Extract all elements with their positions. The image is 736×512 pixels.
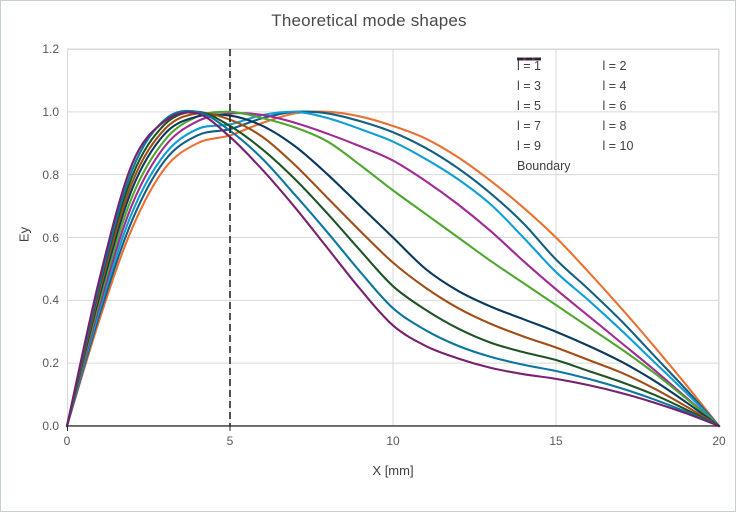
legend-label: l = 7	[517, 119, 541, 133]
legend-item: l = 2	[517, 57, 634, 75]
legend-item: l = 6	[517, 57, 634, 115]
legend-label: l = 6	[602, 99, 627, 113]
legend: l = 1 l = 2 l = 3 l = 4 l = 5 l = 6 l = 7 l = 8…	[517, 57, 633, 175]
legend-item: l = 4	[517, 57, 634, 95]
y-tick-label: 0.8	[42, 167, 59, 182]
series-curve	[65, 112, 721, 428]
y-tick-label: 0.4	[42, 293, 59, 308]
legend-item: l = 7	[517, 57, 571, 135]
y-tick-label: 0.6	[42, 230, 59, 245]
legend-label: l = 8	[602, 119, 627, 133]
y-tick-label: 1.2	[42, 42, 59, 56]
legend-label: l = 10	[602, 139, 634, 153]
series-curve	[65, 113, 721, 428]
legend-item: Boundary	[517, 57, 571, 175]
x-tick-label: 10	[386, 434, 400, 448]
y-tick-label: 1.0	[42, 104, 59, 119]
series-curve	[65, 110, 721, 428]
legend-label: l = 9	[517, 139, 541, 153]
series-curve	[65, 110, 721, 428]
series-curve	[65, 111, 721, 428]
legend-item: l = 3	[517, 57, 571, 95]
series-curve	[65, 111, 721, 428]
legend-item: l = 5	[517, 57, 571, 115]
series-curve	[65, 110, 721, 428]
series-curve	[65, 110, 721, 428]
y-tick-label: 0.0	[42, 419, 59, 433]
legend-label: l = 4	[602, 79, 627, 93]
legend-item: l = 10	[517, 57, 634, 155]
legend-label: l = 5	[517, 99, 541, 113]
legend-label: Boundary	[517, 159, 571, 173]
x-axis-title: X [mm]	[372, 463, 414, 478]
legend-item: l = 9	[517, 57, 571, 155]
chart-title: Theoretical mode shapes	[271, 11, 467, 30]
legend-dashed-line-swatch	[517, 57, 541, 61]
plot-canvas	[65, 48, 721, 431]
x-tick-label: 20	[712, 434, 726, 448]
x-tick-label: 5	[226, 434, 234, 448]
series-curve	[65, 110, 721, 428]
legend-label: l = 2	[602, 59, 627, 73]
x-tick-label: 0	[63, 434, 71, 448]
plot-area: l = 1 l = 2 l = 3 l = 4 l = 5 l = 6 l = 7 l = 8…	[65, 48, 721, 431]
legend-label: l = 3	[517, 79, 541, 93]
legend-label: l = 1	[517, 59, 541, 73]
x-tick-label: 15	[549, 434, 563, 448]
y-tick-label: 0.2	[42, 356, 59, 371]
legend-item: l = 8	[517, 57, 634, 135]
